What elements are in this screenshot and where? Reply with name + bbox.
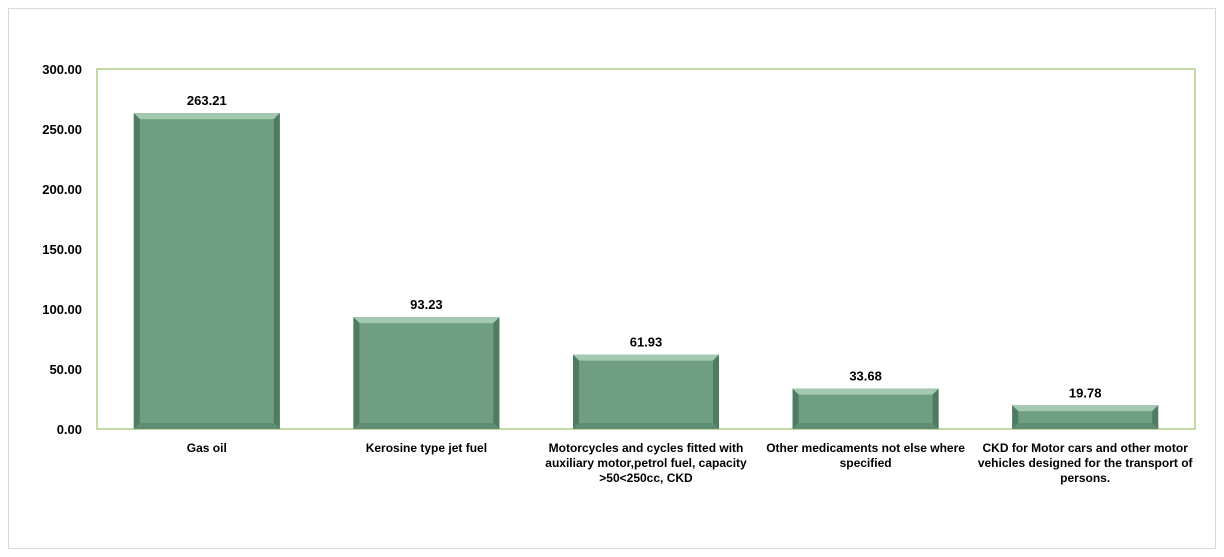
chart-frame: 0.00 50.00 100.00 150.00 200.00 250.00 300.00 … — [8, 8, 1216, 549]
data-labels: 263.21 93.23 61.93 33.68 19.78 — [187, 93, 1102, 400]
bar-bevel-face — [573, 354, 719, 361]
y-tick-label: 0.00 — [57, 422, 82, 437]
bar-bevel-face — [932, 388, 939, 429]
bar — [573, 354, 719, 429]
bar-face — [353, 317, 500, 429]
bar-bevel-face — [493, 317, 500, 429]
data-label: 93.23 — [410, 297, 443, 312]
x-category-label: Motorcycles and cycles fitted with auxil… — [545, 441, 747, 485]
bar-face — [133, 113, 280, 429]
bar — [353, 317, 500, 429]
bar-chart: 0.0050.00100.00150.00200.00250.00300.00 … — [42, 62, 1196, 437]
bar-bevel-face — [1012, 405, 1019, 429]
bar — [133, 113, 280, 429]
bar-bevel-face — [353, 317, 500, 324]
bar-bevel-face — [1152, 405, 1159, 429]
y-tick-label: 50.00 — [49, 362, 82, 377]
bar-bevel-face — [792, 388, 939, 395]
bar-bevel-face — [273, 113, 280, 429]
y-tick-label: 100.00 — [42, 302, 82, 317]
bar-bevel-face — [713, 354, 719, 429]
data-label: 33.68 — [849, 369, 882, 384]
bar-bevel-face — [1012, 423, 1159, 429]
y-tick-label: 200.00 — [42, 182, 82, 197]
y-axis-ticks: 0.00 50.00 100.00 150.00 200.00 250.00 300.00 — [42, 62, 82, 437]
bar — [1012, 405, 1159, 429]
bar-bevel-face — [792, 388, 799, 429]
bars — [133, 113, 1159, 429]
bar-bevel-face — [573, 354, 579, 429]
data-label: 263.21 — [187, 93, 227, 108]
data-label: 61.93 — [630, 335, 663, 350]
bar-bevel-face — [353, 317, 360, 429]
bar — [792, 388, 939, 429]
bar-bevel-face — [133, 113, 280, 120]
x-category-label: Gas oil — [186, 441, 227, 455]
x-category-label: Kerosine type jet fuel — [365, 441, 488, 455]
bar-bevel-face — [792, 423, 939, 429]
bar-bevel-face — [573, 423, 719, 429]
bar-bevel-face — [133, 113, 140, 429]
x-category-label: CKD for Motor cars and other motor vehic… — [977, 441, 1193, 485]
data-label: 19.78 — [1069, 385, 1102, 400]
y-tick-label: 250.00 — [42, 122, 82, 137]
y-tick-label: 300.00 — [42, 62, 82, 77]
x-category-label: Other medicaments not else where specifi… — [766, 441, 965, 470]
bar-face — [573, 354, 719, 429]
bar-bevel-face — [1012, 405, 1159, 412]
bar-bevel-face — [133, 423, 280, 429]
bar-bevel-face — [353, 423, 500, 429]
y-tick-label: 150.00 — [42, 242, 82, 257]
bar-face — [792, 388, 939, 429]
